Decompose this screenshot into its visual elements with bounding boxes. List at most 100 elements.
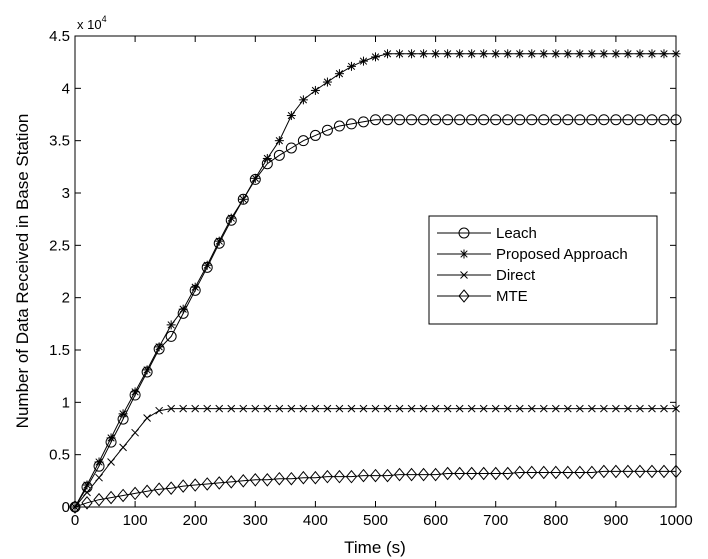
marker-diamond-shape	[321, 469, 334, 484]
marker-star-stroke	[660, 50, 668, 58]
marker-circle-shape	[357, 116, 369, 128]
data-point-proposed-approach	[142, 365, 152, 375]
marker-circle-shape	[466, 114, 478, 126]
marker-diamond-shape	[141, 484, 153, 499]
data-point-mte	[225, 475, 237, 489]
marker-circle-shape	[285, 142, 297, 154]
data-point-mte	[345, 469, 358, 484]
data-point-leach	[442, 114, 454, 126]
data-point-mte	[309, 470, 322, 485]
data-point-proposed-approach	[635, 49, 645, 59]
data-point-direct	[179, 404, 188, 413]
data-point-proposed-approach	[346, 61, 356, 71]
marker-circle-shape	[370, 114, 381, 126]
data-point-mte	[297, 470, 310, 485]
marker-star-stroke	[504, 50, 512, 58]
y-axis-label: Number of Data Received in Base Station	[13, 114, 32, 429]
y-tick-label: 1.5	[49, 342, 70, 359]
marker-diamond-shape	[261, 473, 273, 487]
marker-star-stroke	[131, 388, 139, 396]
marker-diamond-shape	[550, 465, 562, 480]
x-tick-label: 1000	[659, 512, 692, 529]
marker-star-stroke	[191, 283, 199, 291]
marker-circle-shape	[550, 114, 562, 126]
marker-diamond-shape	[466, 466, 478, 481]
marker-diamond-shape	[93, 492, 105, 507]
data-point-mte	[153, 482, 165, 496]
marker-diamond-shape	[598, 464, 610, 479]
x-tick-label: 100	[123, 512, 148, 529]
data-point-direct	[588, 404, 596, 413]
marker-x-stroke	[515, 404, 524, 413]
marker-x-stroke	[347, 404, 356, 413]
marker-x-stroke	[323, 404, 332, 413]
data-point-direct	[215, 404, 224, 413]
marker-circle-shape	[478, 114, 490, 126]
data-point-mte	[357, 468, 370, 483]
data-point-mte	[405, 467, 418, 482]
marker-diamond-shape	[490, 466, 502, 481]
legend-marker-proposed-approach	[459, 249, 469, 259]
marker-star-stroke	[263, 154, 271, 163]
data-point-direct	[527, 404, 536, 413]
marker-diamond-shape	[369, 468, 382, 483]
marker-star-stroke	[215, 237, 223, 245]
marker-star-stroke	[612, 50, 620, 58]
marker-circle-shape	[502, 114, 514, 126]
data-point-leach	[333, 120, 345, 132]
data-point-leach	[273, 149, 285, 161]
data-point-proposed-approach	[226, 213, 236, 223]
legend-item-leach: Leach	[437, 225, 537, 242]
data-point-proposed-approach	[166, 320, 176, 330]
y-tick-label: 3	[62, 185, 70, 202]
data-point-proposed-approach	[130, 387, 140, 397]
marker-star-stroke	[203, 261, 211, 269]
data-point-mte	[141, 484, 153, 499]
marker-star-stroke	[335, 70, 344, 78]
data-point-proposed-approach	[395, 49, 405, 59]
y-tick-label: 2	[62, 290, 70, 307]
marker-star-stroke	[107, 434, 115, 442]
data-point-mte	[261, 473, 273, 487]
data-point-proposed-approach	[334, 69, 344, 79]
data-point-proposed-approach	[106, 433, 116, 443]
data-point-leach	[466, 114, 478, 126]
data-point-direct	[155, 406, 163, 415]
data-point-proposed-approach	[94, 457, 104, 467]
series-layer	[69, 49, 682, 514]
data-point-direct	[227, 404, 236, 413]
marker-diamond-shape	[297, 470, 310, 485]
data-point-mte	[381, 468, 394, 483]
data-point-proposed-approach	[118, 409, 128, 419]
marker-circle-shape	[273, 149, 285, 161]
marker-star-stroke	[455, 50, 464, 58]
data-point-leach	[490, 114, 502, 126]
marker-star-stroke	[516, 50, 524, 58]
data-point-mte	[490, 466, 502, 481]
data-point-proposed-approach	[358, 56, 368, 66]
data-point-proposed-approach	[575, 49, 585, 59]
data-point-direct	[636, 404, 644, 413]
x-tick-label: 500	[363, 512, 388, 529]
data-point-proposed-approach	[262, 153, 272, 163]
data-point-mte	[478, 466, 490, 481]
marker-x-stroke	[503, 404, 512, 413]
marker-x-stroke	[588, 404, 596, 413]
data-point-proposed-approach	[563, 49, 573, 59]
data-point-mte	[598, 464, 610, 479]
data-point-mte	[321, 469, 334, 484]
data-point-direct	[167, 404, 176, 413]
marker-circle-shape	[586, 114, 598, 126]
data-point-direct	[563, 404, 572, 413]
data-point-direct	[347, 404, 356, 413]
marker-star-stroke	[460, 250, 468, 258]
data-point-proposed-approach	[431, 49, 441, 59]
legend-item-mte: MTE	[437, 288, 528, 305]
data-point-mte	[165, 481, 177, 495]
marker-diamond-shape	[153, 482, 165, 496]
marker-diamond-shape	[129, 486, 141, 501]
marker-x-stroke	[191, 404, 200, 413]
marker-x-stroke	[203, 404, 212, 413]
marker-circle-shape	[538, 114, 550, 126]
